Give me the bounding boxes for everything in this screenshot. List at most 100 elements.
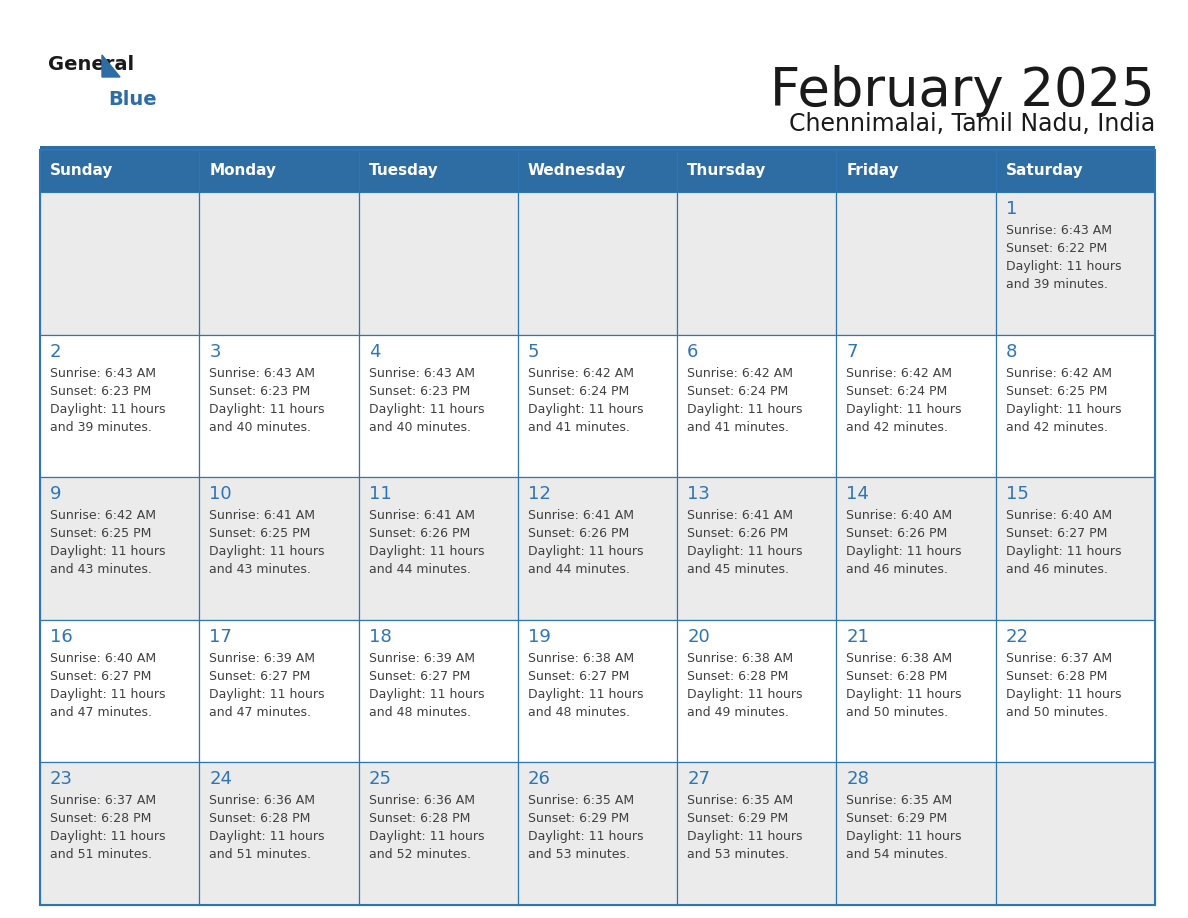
Text: Friday: Friday: [846, 163, 899, 178]
Text: Daylight: 11 hours: Daylight: 11 hours: [50, 545, 165, 558]
Bar: [677, 477, 836, 620]
Bar: [40, 146, 1155, 150]
Text: Sunset: 6:29 PM: Sunset: 6:29 PM: [846, 812, 948, 825]
Text: Sunset: 6:25 PM: Sunset: 6:25 PM: [50, 527, 151, 540]
Text: and 51 minutes.: and 51 minutes.: [209, 848, 311, 861]
Text: Sunrise: 6:41 AM: Sunrise: 6:41 AM: [527, 509, 634, 522]
Text: Sunset: 6:28 PM: Sunset: 6:28 PM: [1006, 670, 1107, 683]
Text: Sunrise: 6:43 AM: Sunrise: 6:43 AM: [1006, 224, 1112, 237]
Text: Wednesday: Wednesday: [527, 163, 626, 178]
Text: Sunrise: 6:36 AM: Sunrise: 6:36 AM: [209, 794, 315, 808]
Text: and 49 minutes.: and 49 minutes.: [687, 706, 789, 719]
Text: and 50 minutes.: and 50 minutes.: [846, 706, 948, 719]
Text: 28: 28: [846, 770, 870, 789]
Text: Daylight: 11 hours: Daylight: 11 hours: [1006, 403, 1121, 416]
Text: Saturday: Saturday: [1006, 163, 1083, 178]
Text: 21: 21: [846, 628, 870, 645]
Text: 1: 1: [1006, 200, 1017, 218]
Text: Sunset: 6:22 PM: Sunset: 6:22 PM: [1006, 242, 1107, 255]
Text: Sunrise: 6:43 AM: Sunrise: 6:43 AM: [209, 366, 315, 380]
Text: 14: 14: [846, 486, 870, 503]
Text: 3: 3: [209, 342, 221, 361]
Bar: [40, 150, 1155, 192]
Text: Daylight: 11 hours: Daylight: 11 hours: [368, 403, 484, 416]
Text: Sunrise: 6:41 AM: Sunrise: 6:41 AM: [368, 509, 474, 522]
Text: Sunday: Sunday: [50, 163, 113, 178]
Text: Sunrise: 6:38 AM: Sunrise: 6:38 AM: [527, 652, 634, 665]
Text: Sunrise: 6:35 AM: Sunrise: 6:35 AM: [687, 794, 794, 808]
Bar: [200, 334, 359, 477]
Text: Daylight: 11 hours: Daylight: 11 hours: [527, 831, 644, 844]
Text: Sunset: 6:27 PM: Sunset: 6:27 PM: [209, 670, 310, 683]
Text: Tuesday: Tuesday: [368, 163, 438, 178]
Text: 23: 23: [50, 770, 72, 789]
Text: Daylight: 11 hours: Daylight: 11 hours: [1006, 688, 1121, 700]
Text: Sunrise: 6:39 AM: Sunrise: 6:39 AM: [368, 652, 474, 665]
Text: Sunset: 6:28 PM: Sunset: 6:28 PM: [687, 670, 789, 683]
Bar: [996, 763, 1155, 905]
Text: Daylight: 11 hours: Daylight: 11 hours: [687, 403, 803, 416]
Bar: [518, 477, 677, 620]
Bar: [40, 763, 200, 905]
Bar: [40, 192, 200, 334]
Text: Monday: Monday: [209, 163, 277, 178]
Bar: [200, 620, 359, 763]
Text: Daylight: 11 hours: Daylight: 11 hours: [846, 831, 962, 844]
Text: General: General: [48, 55, 134, 74]
Text: Sunset: 6:27 PM: Sunset: 6:27 PM: [368, 670, 470, 683]
Text: Daylight: 11 hours: Daylight: 11 hours: [527, 688, 644, 700]
Text: 27: 27: [687, 770, 710, 789]
Text: Sunrise: 6:40 AM: Sunrise: 6:40 AM: [50, 652, 156, 665]
Text: Sunset: 6:27 PM: Sunset: 6:27 PM: [1006, 527, 1107, 540]
Text: Sunrise: 6:35 AM: Sunrise: 6:35 AM: [527, 794, 634, 808]
Bar: [836, 620, 996, 763]
Text: and 48 minutes.: and 48 minutes.: [527, 706, 630, 719]
Bar: [518, 334, 677, 477]
Text: Sunrise: 6:42 AM: Sunrise: 6:42 AM: [846, 366, 953, 380]
Text: Sunset: 6:26 PM: Sunset: 6:26 PM: [846, 527, 948, 540]
Text: Sunrise: 6:37 AM: Sunrise: 6:37 AM: [1006, 652, 1112, 665]
Text: Daylight: 11 hours: Daylight: 11 hours: [209, 688, 324, 700]
Text: Sunset: 6:29 PM: Sunset: 6:29 PM: [527, 812, 630, 825]
Text: Daylight: 11 hours: Daylight: 11 hours: [50, 831, 165, 844]
Text: Daylight: 11 hours: Daylight: 11 hours: [368, 831, 484, 844]
Text: and 42 minutes.: and 42 minutes.: [846, 420, 948, 433]
Text: Sunrise: 6:38 AM: Sunrise: 6:38 AM: [687, 652, 794, 665]
Text: Sunrise: 6:41 AM: Sunrise: 6:41 AM: [687, 509, 794, 522]
Text: 2: 2: [50, 342, 62, 361]
Text: and 52 minutes.: and 52 minutes.: [368, 848, 470, 861]
Text: and 53 minutes.: and 53 minutes.: [527, 848, 630, 861]
Bar: [359, 763, 518, 905]
Text: Sunset: 6:24 PM: Sunset: 6:24 PM: [527, 385, 630, 397]
Text: Sunrise: 6:42 AM: Sunrise: 6:42 AM: [1006, 366, 1112, 380]
Text: 18: 18: [368, 628, 391, 645]
Text: 24: 24: [209, 770, 233, 789]
Text: 12: 12: [527, 486, 551, 503]
Text: Daylight: 11 hours: Daylight: 11 hours: [1006, 545, 1121, 558]
Text: and 42 minutes.: and 42 minutes.: [1006, 420, 1107, 433]
Text: Sunset: 6:23 PM: Sunset: 6:23 PM: [209, 385, 310, 397]
Text: Daylight: 11 hours: Daylight: 11 hours: [527, 545, 644, 558]
Text: Sunset: 6:26 PM: Sunset: 6:26 PM: [527, 527, 630, 540]
Bar: [200, 192, 359, 334]
Text: and 41 minutes.: and 41 minutes.: [527, 420, 630, 433]
Text: Daylight: 11 hours: Daylight: 11 hours: [209, 831, 324, 844]
Text: Sunrise: 6:38 AM: Sunrise: 6:38 AM: [846, 652, 953, 665]
Text: and 47 minutes.: and 47 minutes.: [209, 706, 311, 719]
Text: 5: 5: [527, 342, 539, 361]
Text: Sunset: 6:28 PM: Sunset: 6:28 PM: [846, 670, 948, 683]
Bar: [200, 763, 359, 905]
Text: Sunset: 6:27 PM: Sunset: 6:27 PM: [50, 670, 151, 683]
Text: Sunset: 6:26 PM: Sunset: 6:26 PM: [368, 527, 469, 540]
Text: and 43 minutes.: and 43 minutes.: [209, 564, 311, 577]
Bar: [996, 620, 1155, 763]
Text: 13: 13: [687, 486, 710, 503]
Bar: [677, 763, 836, 905]
Text: Sunset: 6:27 PM: Sunset: 6:27 PM: [527, 670, 630, 683]
Text: Sunrise: 6:43 AM: Sunrise: 6:43 AM: [368, 366, 474, 380]
Text: 17: 17: [209, 628, 232, 645]
Text: Daylight: 11 hours: Daylight: 11 hours: [687, 688, 803, 700]
Polygon shape: [102, 55, 120, 77]
Bar: [518, 620, 677, 763]
Text: 15: 15: [1006, 486, 1029, 503]
